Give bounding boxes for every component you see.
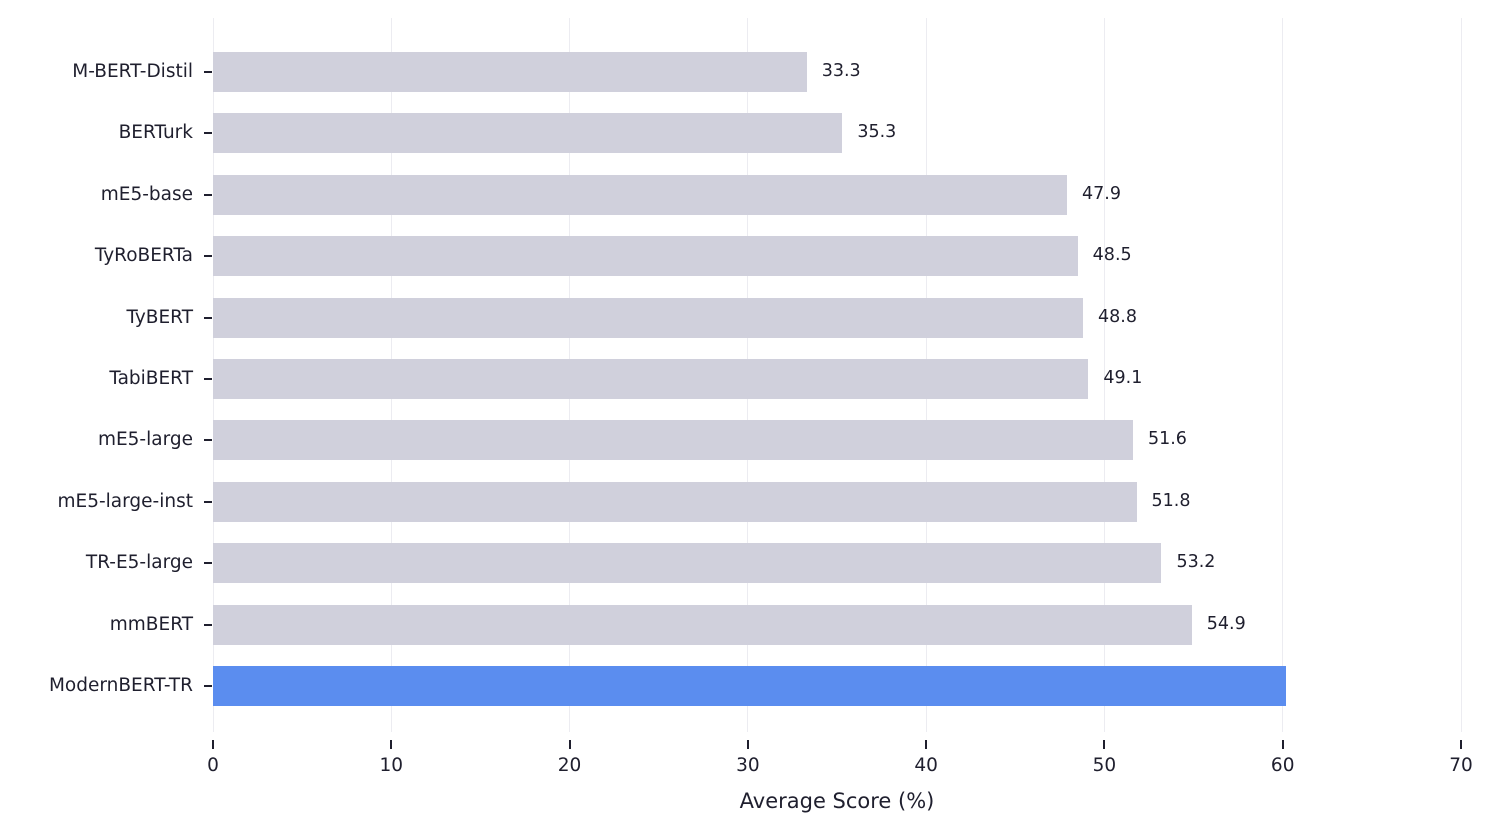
- bar: [213, 543, 1162, 584]
- x-tick-mark: [1281, 740, 1284, 749]
- y-tick-mark: [204, 378, 212, 380]
- y-tick-label: TR-E5-large: [85, 552, 193, 574]
- x-tick-label: 0: [207, 755, 219, 776]
- bar: [213, 113, 843, 154]
- y-tick-mark: [204, 255, 212, 258]
- x-tick-mark: [1103, 740, 1106, 749]
- bar-value-label: 54.9: [1206, 613, 1246, 634]
- x-tick-mark: [390, 740, 393, 749]
- bar-value-label: 53.2: [1176, 552, 1216, 573]
- bar-value-label: 49.1: [1103, 368, 1143, 388]
- y-tick-label: ModernBERT-TR: [48, 675, 193, 696]
- bar-value-label: 48.5: [1092, 245, 1132, 266]
- x-tick-mark: [212, 740, 214, 749]
- y-tick-mark: [204, 316, 212, 319]
- bar-value-label: 48.8: [1098, 306, 1137, 327]
- y-tick-label: M-BERT-Distil: [72, 61, 193, 82]
- bar-value-label: 35.3: [857, 122, 897, 143]
- y-tick-mark: [204, 439, 212, 442]
- x-tick-mark: [746, 740, 749, 749]
- x-tick-label: 70: [1449, 755, 1473, 776]
- x-tick-mark: [568, 740, 571, 749]
- y-tick-mark: [204, 562, 212, 565]
- x-tick-label: 30: [736, 755, 760, 776]
- y-tick-mark: [204, 685, 212, 687]
- y-tick-mark: [204, 193, 212, 196]
- bar: [213, 297, 1084, 338]
- x-tick-label: 10: [379, 755, 404, 776]
- bar: [213, 174, 1067, 215]
- y-tick-label: mE5-large: [97, 429, 193, 451]
- bar: [213, 359, 1089, 399]
- y-tick-label: mmBERT: [109, 613, 193, 635]
- y-tick-label: mE5-large-inst: [57, 490, 193, 512]
- y-tick-mark: [204, 500, 212, 503]
- gridline: [1103, 18, 1105, 732]
- y-tick-label: TabiBERT: [109, 368, 193, 389]
- bar: [213, 481, 1137, 522]
- y-tick-label: TyBERT: [126, 306, 193, 328]
- bar: [213, 236, 1078, 277]
- y-tick-label: mE5-base: [100, 183, 193, 205]
- bar: [213, 604, 1192, 645]
- y-tick-mark: [204, 623, 212, 626]
- x-tick-label: 50: [1092, 755, 1117, 776]
- bar-value-label: 51.6: [1147, 429, 1187, 450]
- x-tick-label: 20: [557, 755, 582, 776]
- y-tick-mark: [204, 71, 212, 73]
- x-tick-label: 60: [1270, 755, 1295, 776]
- gridline: [1460, 18, 1462, 732]
- bar: [213, 420, 1133, 461]
- x-axis-title: Average Score (%): [739, 789, 935, 813]
- bar: [213, 666, 1287, 706]
- x-tick-mark: [925, 740, 928, 749]
- x-tick-label: 40: [914, 755, 938, 776]
- y-tick-mark: [204, 132, 212, 135]
- y-tick-label: BERTurk: [118, 122, 193, 144]
- bar-value-label: 51.8: [1151, 490, 1191, 511]
- gridline: [1282, 18, 1284, 732]
- bar-value-label: 47.9: [1081, 183, 1121, 204]
- x-tick-mark: [1460, 740, 1462, 749]
- y-tick-label: TyRoBERTa: [94, 245, 193, 267]
- bar-value-label: 33.3: [821, 61, 861, 81]
- bar: [213, 52, 807, 92]
